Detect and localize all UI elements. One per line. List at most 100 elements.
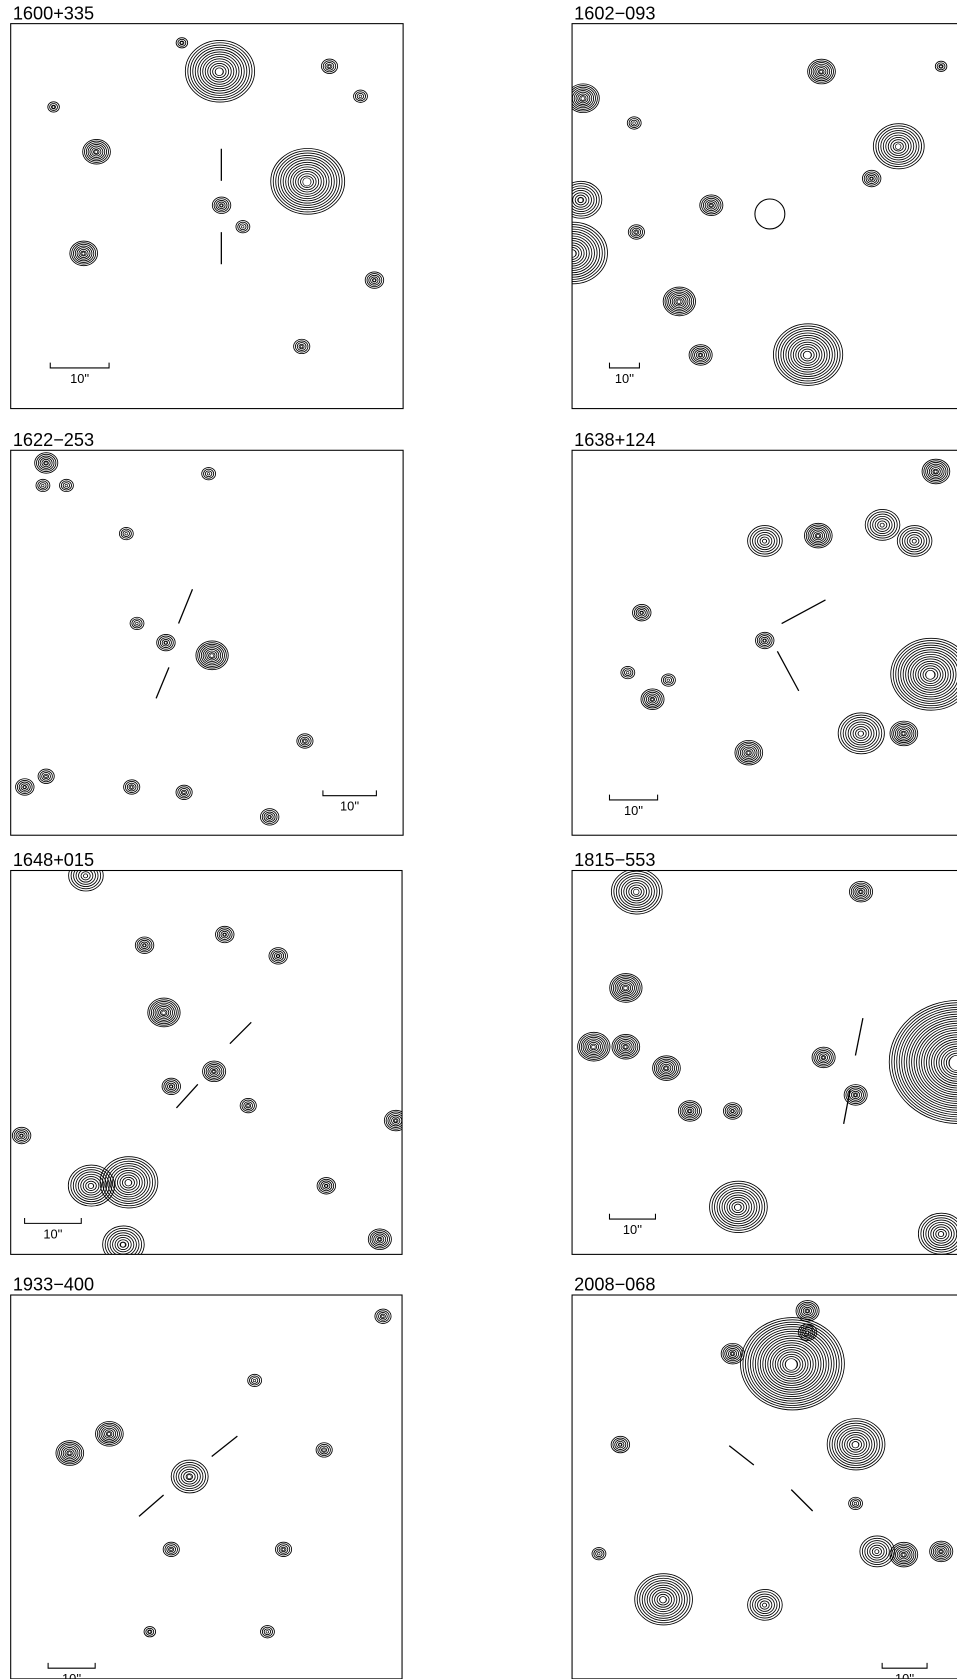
- scale-bar: [882, 1663, 927, 1668]
- scale-bar: [50, 363, 109, 368]
- source-core: [164, 641, 167, 644]
- source-core: [633, 889, 639, 895]
- panel-frame: [572, 450, 957, 835]
- panel: 1815−553 10'': [572, 850, 957, 1254]
- source-contours: [611, 869, 662, 914]
- panel-label: 1600+335: [13, 3, 94, 23]
- scale-bar-label: 10'': [62, 1671, 81, 1679]
- target-marker: [176, 1084, 197, 1108]
- source-contours: [48, 102, 60, 112]
- source-core: [619, 1443, 622, 1446]
- source-contours: [662, 674, 676, 686]
- source-contours: [384, 1110, 407, 1131]
- source-core: [268, 816, 271, 819]
- source-core: [143, 944, 146, 947]
- page: 1600+33510''1602−09310''1622−25310''1638…: [0, 0, 957, 1679]
- source-core: [20, 1134, 23, 1137]
- source-contours: [196, 641, 228, 670]
- source-core: [763, 539, 767, 543]
- source-contours: [922, 459, 950, 484]
- source-core: [934, 470, 937, 473]
- source-core: [660, 1597, 666, 1603]
- source-contours: [12, 1127, 30, 1143]
- source-contours: [294, 339, 310, 353]
- figure: 1600+33510''1602−09310''1622−25310''1638…: [0, 0, 957, 1679]
- source-contours: [748, 1589, 783, 1620]
- source-core: [710, 204, 713, 207]
- source-contours: [176, 785, 192, 799]
- source-core: [328, 65, 331, 68]
- target-marker: [230, 1022, 251, 1043]
- source-core: [23, 786, 26, 789]
- source-core: [854, 1502, 857, 1505]
- source-core: [323, 1449, 326, 1452]
- source-core: [68, 1452, 71, 1455]
- source-core: [785, 1359, 797, 1371]
- panel-label: 1602−093: [574, 3, 655, 23]
- scale-bar-label: 10'': [623, 1222, 642, 1237]
- source-core: [651, 698, 654, 701]
- source-contours: [773, 324, 842, 386]
- source-contours: [653, 1056, 681, 1081]
- panel-label: 2008−068: [574, 1275, 655, 1295]
- source-core: [207, 473, 210, 476]
- source-contours: [663, 287, 695, 316]
- source-contours: [354, 90, 368, 102]
- source-contours: [135, 937, 153, 953]
- panel-field: 10'': [538, 59, 947, 386]
- scale-bar-label: 10'': [615, 371, 634, 386]
- source-contours: [930, 1541, 953, 1562]
- source-core: [731, 1110, 734, 1113]
- source-core: [747, 751, 750, 754]
- source-core: [253, 1379, 256, 1382]
- source-core: [82, 252, 85, 255]
- source-contours: [808, 59, 836, 84]
- source-core: [699, 354, 702, 357]
- source-core: [822, 1056, 825, 1059]
- source-contours: [16, 779, 34, 795]
- source-core: [45, 775, 48, 778]
- source-core: [108, 1432, 111, 1435]
- panel: 1638+12410'': [572, 430, 957, 835]
- panel: 2008−068 10'': [572, 1275, 957, 1679]
- scale-bar: [609, 363, 639, 368]
- target-marker: [844, 1090, 850, 1124]
- source-core: [84, 874, 88, 878]
- source-contours: [560, 181, 602, 218]
- source-core: [803, 351, 811, 359]
- panel-field: 10'': [16, 453, 377, 825]
- source-contours: [721, 1343, 744, 1364]
- source-contours: [124, 780, 140, 794]
- panel-frame: [11, 871, 402, 1255]
- source-core: [806, 1310, 809, 1313]
- source-contours: [83, 139, 111, 164]
- source-core: [148, 1631, 151, 1634]
- source-contours: [260, 809, 278, 825]
- source-contours: [216, 926, 234, 942]
- source-core: [626, 671, 629, 674]
- source-contours: [185, 40, 254, 102]
- source-core: [210, 654, 214, 658]
- panel-label: 1815−553: [574, 850, 655, 870]
- source-core: [45, 462, 48, 465]
- source-contours: [96, 1421, 124, 1446]
- source-core: [215, 68, 223, 76]
- scale-bar: [48, 1663, 95, 1668]
- source-core: [581, 97, 585, 101]
- scale-bar-label: 10'': [895, 1671, 914, 1679]
- panel-field: 10'': [578, 869, 957, 1254]
- target-marker: [855, 1018, 862, 1055]
- panel-field: 10'': [48, 1309, 391, 1679]
- source-core: [373, 279, 376, 282]
- source-contours: [163, 1542, 179, 1556]
- source-core: [667, 679, 670, 682]
- source-contours: [212, 197, 230, 213]
- source-core: [688, 1110, 691, 1113]
- source-contours: [890, 721, 918, 746]
- source-core: [125, 1180, 131, 1186]
- source-contours: [144, 1627, 156, 1637]
- source-contours: [578, 1032, 610, 1061]
- source-contours: [635, 1574, 693, 1625]
- source-core: [378, 1238, 381, 1241]
- source-core: [162, 1011, 166, 1015]
